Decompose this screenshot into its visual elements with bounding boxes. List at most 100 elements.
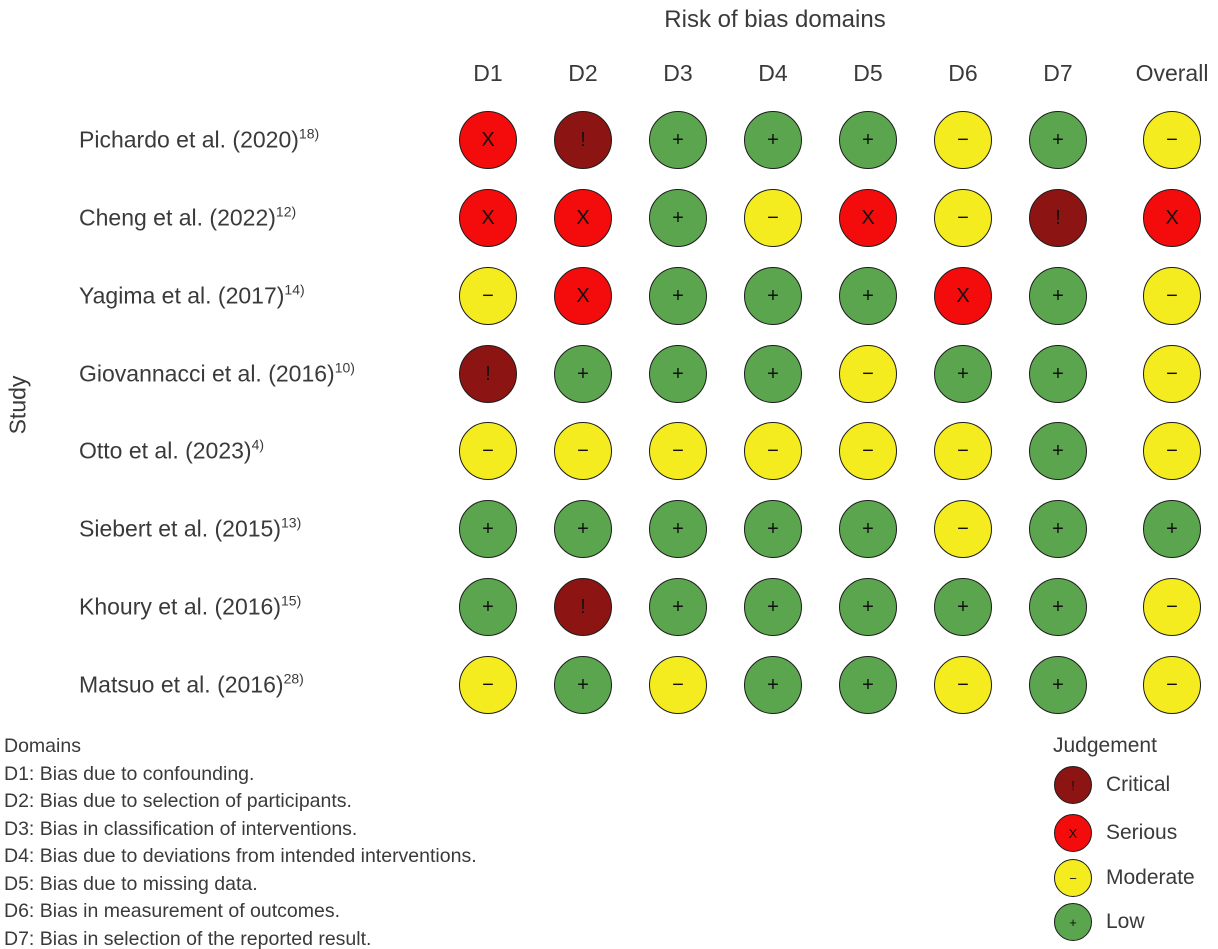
moderate-symbol-icon: − — [1069, 870, 1077, 886]
judgement-circle-moderate: − — [1143, 267, 1201, 325]
judgement-circle-serious: X — [459, 189, 517, 247]
low-symbol-icon: + — [862, 518, 874, 540]
low-symbol-icon: + — [1052, 129, 1064, 151]
judgement-circle-moderate: − — [744, 189, 802, 247]
moderate-symbol-icon: − — [862, 363, 874, 385]
legend-label-low: Low — [1106, 910, 1145, 933]
judgement-circle-low: + — [1029, 422, 1087, 480]
judgement-circle-low: + — [1029, 578, 1087, 636]
judgement-circle-serious: X — [459, 111, 517, 169]
judgement-circle-moderate: − — [744, 422, 802, 480]
low-symbol-icon: + — [577, 518, 589, 540]
judgement-circle-moderate: − — [934, 656, 992, 714]
low-symbol-icon: + — [767, 285, 779, 307]
judgement-circle-moderate: − — [649, 422, 707, 480]
domain-definition: D3: Bias in classification of interventi… — [4, 817, 358, 840]
legend-label-serious: Serious — [1106, 821, 1178, 844]
study-reference-number: 13) — [281, 514, 302, 531]
study-label: Khoury et al. (2016)15) — [79, 593, 301, 621]
low-symbol-icon: + — [767, 674, 779, 696]
domain-definition: D5: Bias due to missing data. — [4, 872, 258, 895]
judgement-circle-serious: X — [934, 267, 992, 325]
judgement-circle-serious: X — [554, 267, 612, 325]
serious-symbol-icon: X — [1068, 825, 1078, 841]
low-symbol-icon: + — [672, 285, 684, 307]
judgement-circle-low: + — [744, 500, 802, 558]
low-symbol-icon: + — [767, 363, 779, 385]
critical-symbol-icon: ! — [1071, 777, 1075, 793]
moderate-symbol-icon: − — [672, 674, 684, 696]
judgement-circle-low: + — [1029, 656, 1087, 714]
moderate-symbol-icon: − — [1166, 596, 1178, 618]
study-reference-number: 10) — [334, 359, 355, 376]
critical-symbol-icon: ! — [1055, 207, 1061, 229]
study-label: Yagima et al. (2017)14) — [79, 282, 305, 310]
column-header-overall: Overall — [1135, 60, 1209, 86]
study-label: Matsuo et al. (2016)28) — [79, 671, 304, 699]
judgement-circle-critical: ! — [554, 111, 612, 169]
low-symbol-icon: + — [1052, 674, 1064, 696]
study-reference-number: 28) — [283, 670, 304, 687]
study-name: Khoury et al. (2016) — [79, 593, 282, 620]
study-name: Siebert et al. (2015) — [79, 515, 282, 542]
moderate-symbol-icon: − — [577, 440, 589, 462]
judgement-circle-moderate: − — [459, 267, 517, 325]
study-label: Siebert et al. (2015)13) — [79, 515, 301, 543]
low-symbol-icon: + — [1052, 440, 1064, 462]
study-name: Giovannacci et al. (2016) — [79, 360, 335, 387]
judgement-circle-moderate: − — [934, 422, 992, 480]
judgement-circle-critical: ! — [554, 578, 612, 636]
study-name: Yagima et al. (2017) — [79, 282, 285, 309]
judgement-circle-low: + — [839, 267, 897, 325]
judgement-circle-low: + — [649, 578, 707, 636]
low-symbol-icon: + — [1069, 914, 1077, 930]
judgement-circle-low: + — [839, 578, 897, 636]
chart-title: Risk of bias domains — [664, 6, 886, 33]
study-label: Otto et al. (2023)4) — [79, 437, 264, 465]
study-name: Matsuo et al. (2016) — [79, 671, 284, 698]
low-symbol-icon: + — [672, 207, 684, 229]
moderate-symbol-icon: − — [957, 207, 969, 229]
study-reference-number: 12) — [275, 203, 297, 220]
moderate-symbol-icon: − — [1166, 285, 1178, 307]
study-name: Cheng et al. (2022) — [79, 204, 276, 231]
low-symbol-icon: + — [672, 129, 684, 151]
low-symbol-icon: + — [862, 285, 874, 307]
moderate-symbol-icon: − — [957, 129, 969, 151]
column-header-d7: D7 — [1043, 60, 1073, 86]
moderate-symbol-icon: − — [862, 440, 874, 462]
study-reference-number: 14) — [284, 281, 305, 298]
moderate-symbol-icon: − — [482, 440, 494, 462]
judgement-circle-serious: X — [839, 189, 897, 247]
serious-symbol-icon: X — [1165, 207, 1179, 229]
judgement-circle-low: + — [649, 345, 707, 403]
domains-legend-heading: Domains — [4, 735, 81, 757]
judgement-circle-low: + — [744, 578, 802, 636]
legend-label-critical: Critical — [1106, 773, 1171, 796]
low-symbol-icon: + — [862, 596, 874, 618]
legend-circle-low: + — [1054, 903, 1092, 941]
serious-symbol-icon: X — [861, 207, 875, 229]
serious-symbol-icon: X — [481, 207, 495, 229]
legend-circle-critical: ! — [1054, 766, 1092, 804]
moderate-symbol-icon: − — [767, 207, 779, 229]
judgement-circle-moderate: − — [839, 345, 897, 403]
domain-definition: D7: Bias in selection of the reported re… — [4, 927, 372, 949]
low-symbol-icon: + — [672, 363, 684, 385]
judgement-circle-moderate: − — [934, 111, 992, 169]
study-reference-number: 15) — [281, 592, 302, 609]
column-header-d4: D4 — [758, 60, 788, 86]
judgement-circle-critical: ! — [459, 345, 517, 403]
low-symbol-icon: + — [577, 363, 589, 385]
moderate-symbol-icon: − — [482, 674, 494, 696]
serious-symbol-icon: X — [481, 129, 495, 151]
serious-symbol-icon: X — [576, 207, 590, 229]
judgement-circle-low: + — [1029, 500, 1087, 558]
moderate-symbol-icon: − — [957, 518, 969, 540]
moderate-symbol-icon: − — [1166, 674, 1178, 696]
y-axis-label-study: Study — [4, 375, 31, 435]
low-symbol-icon: + — [1166, 518, 1178, 540]
judgement-circle-low: + — [744, 656, 802, 714]
domain-definition: D4: Bias due to deviations from intended… — [4, 845, 477, 867]
